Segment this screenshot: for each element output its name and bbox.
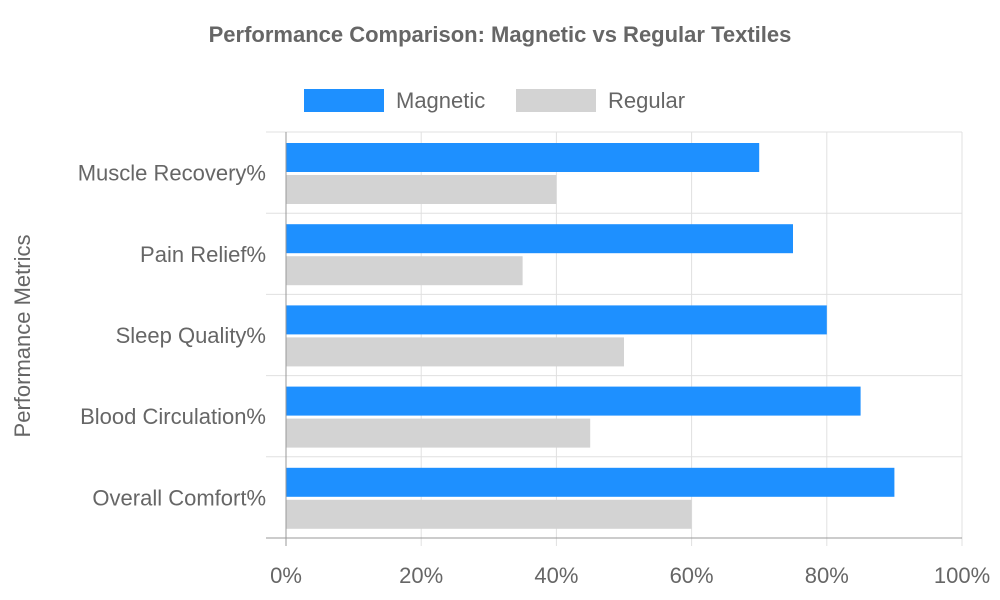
x-tick-label: 100%: [934, 563, 990, 588]
category-label: Pain Relief%: [140, 242, 266, 267]
category-label: Blood Circulation%: [80, 404, 266, 429]
legend: Magnetic Regular: [304, 88, 685, 113]
bar-magnetic-overall-comfort: [286, 467, 895, 497]
bar-magnetic-pain-relief: [286, 224, 793, 254]
bar-magnetic-blood-circulation: [286, 386, 861, 416]
bar-magnetic-sleep-quality: [286, 305, 827, 335]
category-label: Overall Comfort%: [92, 485, 266, 510]
bar-regular-sleep-quality: [286, 337, 624, 367]
axes: [266, 132, 962, 546]
x-tick-label: 40%: [534, 563, 578, 588]
legend-swatch-regular: [516, 89, 596, 112]
category-label: Sleep Quality%: [116, 323, 266, 348]
legend-label-regular: Regular: [608, 88, 685, 113]
x-tick-label: 20%: [399, 563, 443, 588]
legend-swatch-magnetic: [304, 89, 384, 112]
x-tick-labels: 0% 20% 40% 60% 80% 100%: [270, 563, 990, 588]
bar-regular-pain-relief: [286, 256, 523, 286]
bar-regular-blood-circulation: [286, 418, 591, 448]
chart-title: Performance Comparison: Magnetic vs Regu…: [209, 22, 792, 47]
bar-regular-overall-comfort: [286, 499, 692, 529]
bar-regular-muscle-recovery: [286, 175, 557, 204]
category-labels: Muscle Recovery% Pain Relief% Sleep Qualit…: [78, 161, 266, 511]
category-label: Muscle Recovery%: [78, 161, 266, 186]
bars: [286, 143, 895, 529]
x-tick-label: 80%: [805, 563, 849, 588]
x-tick-label: 60%: [670, 563, 714, 588]
bar-magnetic-muscle-recovery: [286, 143, 760, 172]
legend-label-magnetic: Magnetic: [396, 88, 485, 113]
x-tick-label: 0%: [270, 563, 302, 588]
y-axis-title: Performance Metrics: [10, 235, 35, 438]
